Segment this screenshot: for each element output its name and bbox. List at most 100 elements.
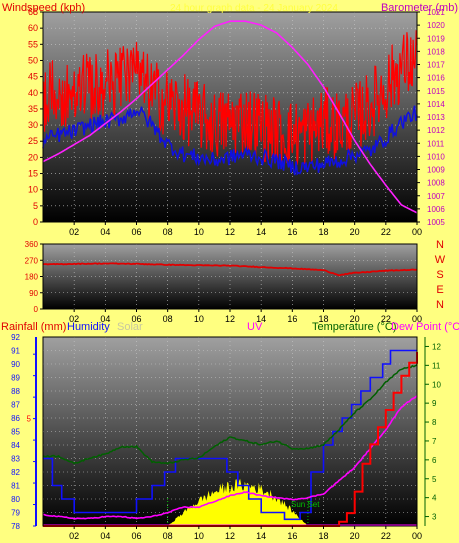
x-tick-label: 20 <box>350 227 360 237</box>
humidity-tick-label: 81 <box>11 482 20 491</box>
x-tick-label: 00 <box>412 227 422 237</box>
wind-tick-label: 45 <box>28 72 38 82</box>
x-tick-label: 18 <box>318 531 328 541</box>
x-tick-label: 12 <box>225 531 235 541</box>
temperature-tick-label: 12 <box>432 342 441 351</box>
series-line-temperature <box>42 364 418 465</box>
barometer-tick-label: 1009 <box>427 166 445 175</box>
humidity-tick-label: 84 <box>11 441 20 450</box>
x-tick-label: 04 <box>100 227 110 237</box>
barometer-tick-label: 1014 <box>427 100 445 109</box>
wind-tick-label: 50 <box>28 55 38 65</box>
temperature-tick-label: 6 <box>432 456 437 465</box>
temperature-tick-label: 11 <box>432 361 441 370</box>
direction-tick-label: 270 <box>25 256 39 265</box>
wind-tick-label: 55 <box>28 39 38 49</box>
barometer-tick-label: 1006 <box>427 205 445 214</box>
wind-tick-label: 40 <box>28 88 38 98</box>
humidity-label: Humidity <box>67 321 110 333</box>
direction-tick-label: 360 <box>25 240 39 249</box>
x-tick-label: 14 <box>256 227 266 237</box>
humidity-tick-label: 90 <box>11 360 20 369</box>
wind-tick-label: 0 <box>33 217 38 227</box>
barometer-tick-label: 1013 <box>427 113 445 122</box>
x-tick-label: 18 <box>318 314 328 324</box>
x-tick-label: 04 <box>100 531 110 541</box>
wind-tick-label: 60 <box>28 23 38 33</box>
humidity-tick-label: 83 <box>11 455 20 464</box>
barometer-tick-label: 1018 <box>427 47 445 56</box>
temperature-label: Temperature (°C) <box>312 321 396 333</box>
barometer-tick-label: 1010 <box>427 152 445 161</box>
wind-axis-title: Windspeed (kph) <box>2 2 85 14</box>
series-line-humidity <box>43 349 417 521</box>
x-tick-label: 20 <box>350 314 360 324</box>
barometer-tick-label: 1012 <box>427 126 445 135</box>
humidity-tick-label: 92 <box>11 333 20 342</box>
x-tick-label: 00 <box>412 531 422 541</box>
humidity-tick-label: 88 <box>11 387 20 396</box>
series-line-rainfall <box>43 352 418 527</box>
plot-border-2 <box>42 243 418 310</box>
plot-border-3 <box>42 336 418 527</box>
x-tick-label: 02 <box>69 227 79 237</box>
wind-tick-label: 30 <box>28 120 38 130</box>
x-tick-label: 14 <box>256 314 266 324</box>
wind-tick-label: 20 <box>28 152 38 162</box>
dewpoint-label: Dew Point (°C) <box>391 321 459 333</box>
rainfall-label: Rainfall (mm) <box>1 321 66 333</box>
x-tick-label: 04 <box>100 314 110 324</box>
direction-tick-label: 0 <box>34 305 39 314</box>
x-tick-label: 10 <box>194 531 204 541</box>
barometer-axis-title: Barometer (mb) <box>381 2 458 14</box>
compass-label: N <box>436 239 444 251</box>
barometer-tick-label: 1008 <box>427 179 445 188</box>
x-tick-label: 16 <box>287 227 297 237</box>
x-tick-label: 02 <box>69 531 79 541</box>
temperature-tick-label: 8 <box>432 418 437 427</box>
humidity-tick-label: 87 <box>11 401 20 410</box>
x-tick-label: 08 <box>163 227 173 237</box>
series-line-barometer <box>42 20 418 214</box>
series-line-dewpoint <box>42 395 418 520</box>
compass-label: W <box>435 254 446 266</box>
humidity-tick-label: 91 <box>11 347 20 356</box>
humidity-tick-label: 89 <box>11 374 20 383</box>
temperature-tick-label: 10 <box>432 380 441 389</box>
barometer-tick-label: 1015 <box>427 87 445 96</box>
barometer-tick-label: 1016 <box>427 74 445 83</box>
x-tick-label: 06 <box>131 227 141 237</box>
wind-tick-label: 10 <box>28 185 38 195</box>
barometer-tick-label: 1017 <box>427 61 445 70</box>
solar-label: Solar <box>117 321 143 333</box>
x-tick-label: 06 <box>131 531 141 541</box>
series-line-average-wind <box>42 105 418 176</box>
humidity-tick-label: 78 <box>11 522 20 531</box>
compass-label: S <box>436 269 443 281</box>
humidity-tick-label: 85 <box>11 428 20 437</box>
wind-tick-label: 35 <box>28 104 38 114</box>
humidity-tick-label: 86 <box>11 414 20 423</box>
x-tick-label: 08 <box>163 314 173 324</box>
x-tick-label: 08 <box>163 531 173 541</box>
uv-label: UV <box>247 321 263 333</box>
x-tick-label: 14 <box>256 531 266 541</box>
x-tick-label: 06 <box>131 314 141 324</box>
x-tick-label: 12 <box>225 227 235 237</box>
x-tick-label: 16 <box>287 531 297 541</box>
compass-label: E <box>436 284 443 296</box>
x-tick-label: 10 <box>194 314 204 324</box>
wind-tick-label: 15 <box>28 169 38 179</box>
chart-faded-title: 24 hour graph data - 24 January 2024 <box>170 3 338 14</box>
x-tick-label: 00 <box>412 314 422 324</box>
x-tick-label: 02 <box>69 314 79 324</box>
humidity-tick-label: 80 <box>11 495 20 504</box>
wind-tick-label: 5 <box>33 201 38 211</box>
x-tick-label: 22 <box>381 531 391 541</box>
barometer-tick-label: 1007 <box>427 192 445 201</box>
x-tick-label: 20 <box>350 531 360 541</box>
x-tick-label: 10 <box>194 227 204 237</box>
compass-label: N <box>436 299 444 311</box>
wind-tick-label: 25 <box>28 136 38 146</box>
